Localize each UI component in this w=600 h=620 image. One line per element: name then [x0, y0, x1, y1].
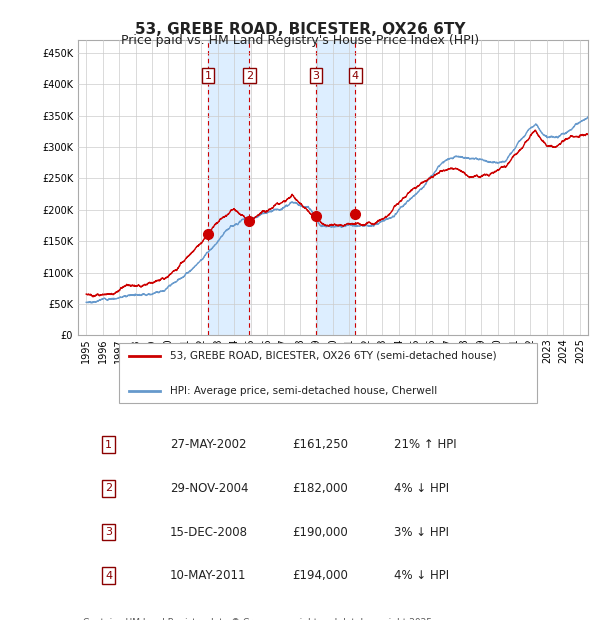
Text: 21% ↑ HPI: 21% ↑ HPI — [394, 438, 457, 451]
Text: 2: 2 — [105, 484, 112, 494]
Text: £161,250: £161,250 — [292, 438, 348, 451]
Text: 3: 3 — [105, 527, 112, 537]
Text: £182,000: £182,000 — [292, 482, 348, 495]
Text: 15-DEC-2008: 15-DEC-2008 — [170, 526, 248, 539]
Text: £190,000: £190,000 — [292, 526, 348, 539]
Text: 10-MAY-2011: 10-MAY-2011 — [170, 569, 247, 582]
Text: 4% ↓ HPI: 4% ↓ HPI — [394, 569, 449, 582]
Text: 1: 1 — [205, 71, 212, 81]
FancyBboxPatch shape — [119, 343, 537, 403]
Text: 2: 2 — [245, 71, 253, 81]
Bar — [208, 40, 249, 335]
Text: £194,000: £194,000 — [292, 569, 348, 582]
Text: 4: 4 — [352, 71, 359, 81]
Text: 53, GREBE ROAD, BICESTER, OX26 6TY: 53, GREBE ROAD, BICESTER, OX26 6TY — [135, 22, 465, 37]
Text: 3: 3 — [313, 71, 319, 81]
Text: 4% ↓ HPI: 4% ↓ HPI — [394, 482, 449, 495]
Text: Contains HM Land Registry data © Crown copyright and database right 2025.
This d: Contains HM Land Registry data © Crown c… — [83, 618, 435, 620]
Text: 29-NOV-2004: 29-NOV-2004 — [170, 482, 248, 495]
Text: 53, GREBE ROAD, BICESTER, OX26 6TY (semi-detached house): 53, GREBE ROAD, BICESTER, OX26 6TY (semi… — [170, 351, 496, 361]
Text: 27-MAY-2002: 27-MAY-2002 — [170, 438, 247, 451]
Bar — [316, 40, 355, 335]
Text: Price paid vs. HM Land Registry's House Price Index (HPI): Price paid vs. HM Land Registry's House … — [121, 34, 479, 47]
Text: 1: 1 — [105, 440, 112, 450]
Text: 3% ↓ HPI: 3% ↓ HPI — [394, 526, 449, 539]
Text: HPI: Average price, semi-detached house, Cherwell: HPI: Average price, semi-detached house,… — [170, 386, 437, 396]
Text: 4: 4 — [105, 571, 112, 581]
